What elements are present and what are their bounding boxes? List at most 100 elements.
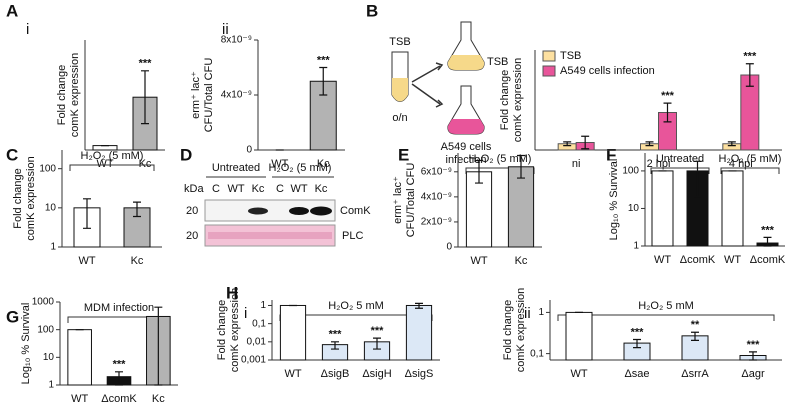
- y-axis-label: Fold change: [56, 65, 68, 126]
- error-bar: [563, 141, 572, 147]
- y-tick-label: 10: [43, 352, 55, 363]
- bar: [279, 304, 307, 361]
- bracket: [557, 314, 775, 321]
- y-tick-label: 10: [45, 202, 57, 213]
- blot-group: Untreated: [212, 162, 260, 174]
- bracket-label: Untreated: [656, 153, 704, 165]
- significance-label: ***: [139, 58, 153, 70]
- y-axis-label: CFU/Total CFU: [405, 163, 417, 238]
- legend-swatch: [542, 50, 556, 62]
- y-tick-label: 8x10⁻⁹: [221, 35, 252, 46]
- x-tick-label: WT: [284, 368, 301, 380]
- x-tick-label: ΔsrrA: [681, 368, 709, 380]
- panel-label: C: [6, 145, 18, 164]
- lane-label: Kc: [315, 183, 328, 195]
- error-bar: [663, 102, 672, 123]
- error-bar: [693, 160, 702, 198]
- chart: erm⁺ lac⁺ CFU/Total CFU 0 2x10⁻⁹ 4x10⁻⁹ 6x10⁻…: [392, 153, 542, 267]
- y-axis-label: Fold change: [216, 300, 228, 361]
- significance-label: ***: [761, 224, 775, 236]
- panel-label: E: [398, 145, 409, 164]
- marker-label: 20: [186, 230, 198, 242]
- y-tick-label: 100: [39, 163, 56, 174]
- legend-label: A549 cells infection: [560, 65, 655, 77]
- y-tick-label: 0,1: [252, 318, 266, 329]
- error-bar: [83, 198, 91, 229]
- significance-label: ***: [661, 90, 675, 102]
- x-tick-label: Δagr: [741, 368, 765, 380]
- chart: Fold change comK expression 1 10 100 H₂O₂ (5 …: [12, 150, 162, 267]
- panel-label: ii: [524, 305, 531, 322]
- y-tick-label: 1: [48, 380, 54, 391]
- schematic-label: TSB: [389, 36, 410, 48]
- error-bar: [133, 201, 141, 218]
- panel-label: H: [226, 283, 238, 302]
- error-bar: [763, 236, 772, 247]
- x-tick-label: ΔcomK: [750, 254, 786, 266]
- error-bar: [517, 154, 525, 179]
- x-tick-label: ΔsigH: [362, 368, 391, 380]
- panel-label: F: [606, 145, 616, 164]
- significance-label: ***: [329, 329, 343, 341]
- panel-label: B: [366, 1, 378, 20]
- x-tick-label: Kc: [131, 255, 144, 267]
- blot-unit: kDa: [184, 183, 204, 195]
- significance-label: ***: [317, 54, 331, 66]
- x-tick-label: WT: [654, 254, 671, 266]
- error-bar: [581, 135, 590, 150]
- x-tick-label: Kc: [152, 393, 165, 405]
- error-bar: [115, 371, 123, 386]
- blot-band: [248, 207, 268, 215]
- y-tick-label: 1: [538, 307, 544, 318]
- error-bar: [475, 159, 483, 184]
- lane-label: C: [276, 183, 284, 195]
- y-axis-label: CFU/Total CFU: [203, 58, 215, 133]
- significance-label: ***: [631, 326, 645, 338]
- x-tick-label: 2 hpi: [647, 158, 671, 170]
- bracket: [69, 164, 155, 171]
- bracket-label: H₂O₂ 5 mM: [328, 300, 384, 312]
- y-tick-label: 0: [446, 242, 452, 253]
- y-tick-label: 100: [622, 166, 639, 177]
- chart: Fold change comK expression WT Kc ***: [56, 40, 165, 170]
- arrow-head: [435, 62, 444, 108]
- row-label: ComK: [340, 205, 371, 217]
- chart: Fold change comK expression 0,1 1 H₂O₂ 5 mM W…: [502, 288, 782, 380]
- y-axis-label: comK expression: [515, 288, 527, 372]
- y-axis-label: comK expression: [512, 58, 524, 142]
- y-tick-label: 0,1: [530, 348, 544, 359]
- error-bar: [373, 337, 381, 350]
- blot-band: [208, 232, 332, 239]
- significance-label: ***: [747, 339, 761, 351]
- error-bar: [415, 302, 423, 309]
- y-axis-label: comK expression: [25, 156, 37, 240]
- flask-medium: [447, 55, 485, 70]
- significance-label: ***: [371, 325, 385, 337]
- panel-label: A: [6, 1, 18, 20]
- blot-strip: [204, 199, 336, 222]
- y-tick-label: 1: [50, 242, 56, 253]
- x-tick-label: WT: [271, 158, 288, 170]
- arrow: [411, 65, 441, 105]
- bar: [721, 170, 744, 247]
- y-tick-label: 1: [260, 300, 266, 311]
- y-tick-label: 0: [246, 145, 252, 156]
- schematic-label: infection: [446, 154, 487, 166]
- panel-label: ii: [222, 21, 229, 38]
- y-axis-label: comK expression: [229, 288, 241, 372]
- y-axis-label: Fold change: [502, 300, 514, 361]
- bracket: [650, 167, 710, 174]
- blot-band: [310, 206, 332, 216]
- bar: [565, 311, 593, 361]
- schematic-label: TSB: [487, 56, 508, 68]
- bracket-label: MDM infection: [84, 302, 154, 314]
- y-axis-label: erm⁺ lac⁺: [392, 176, 404, 224]
- y-axis-label: Log₁₀ % Survival: [608, 159, 620, 241]
- tube-medium: [392, 78, 408, 102]
- y-tick-label: 4x10⁻⁹: [221, 90, 252, 101]
- x-tick-label: ΔsigS: [405, 368, 434, 380]
- panel-label: i: [244, 305, 247, 322]
- panel-label: i: [26, 21, 29, 38]
- legend-label: TSB: [560, 50, 581, 62]
